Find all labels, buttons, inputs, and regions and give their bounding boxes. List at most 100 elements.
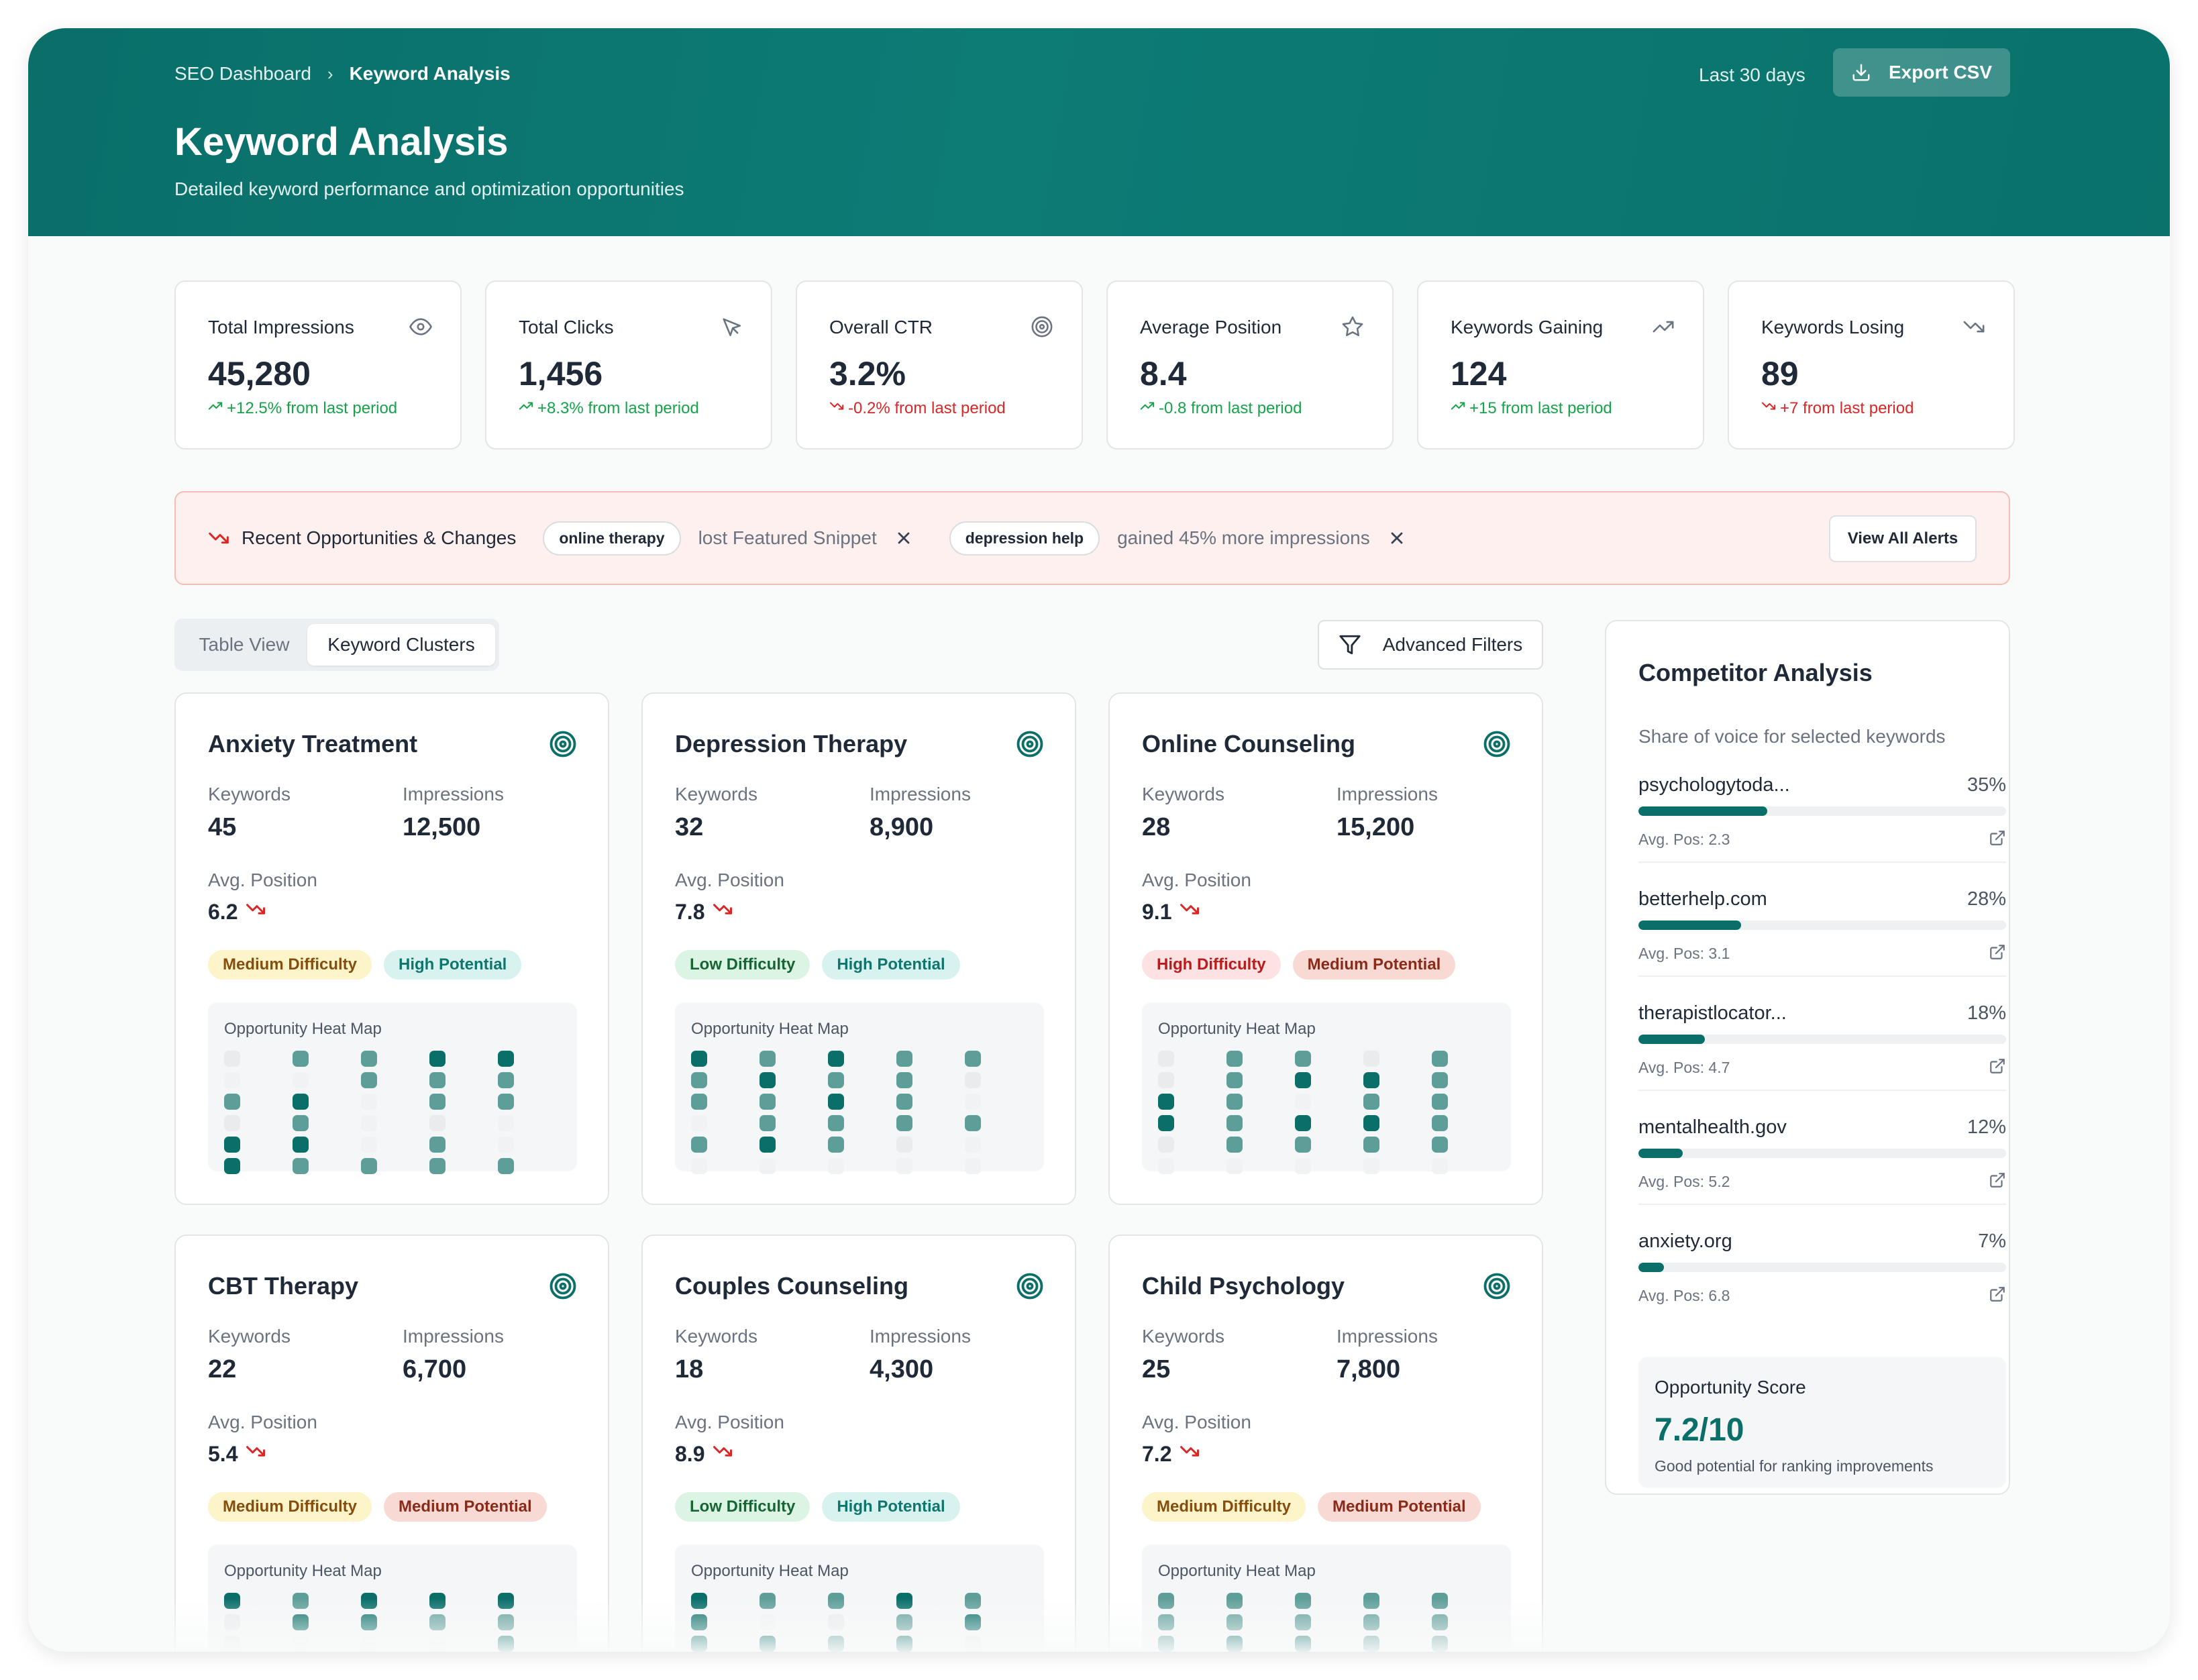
breadcrumb-seo-dashboard[interactable]: SEO Dashboard <box>174 63 311 84</box>
heat-map-cell <box>1295 1137 1311 1153</box>
heat-map-cell <box>1158 1115 1174 1131</box>
heat-map-cell <box>1226 1051 1243 1067</box>
heat-map-cell <box>828 1115 844 1131</box>
heat-map-cell <box>224 1094 240 1110</box>
stat-change-text: +7 from last period <box>1780 399 1914 417</box>
competitor-avg-position: Avg. Pos: 2.3 <box>1638 831 1730 849</box>
competitor-name: betterhelp.com <box>1638 888 1767 910</box>
target-icon <box>549 1272 577 1300</box>
stat-change-text: +8.3% from last period <box>537 399 699 417</box>
trending-up-icon <box>1652 315 1675 338</box>
close-icon[interactable] <box>1388 529 1406 547</box>
heat-map-cell <box>429 1137 446 1153</box>
share-bar-fill <box>1638 806 1767 816</box>
view-all-alerts-button[interactable]: View All Alerts <box>1829 515 1977 562</box>
heat-map-cell <box>293 1094 309 1110</box>
cluster-card[interactable]: Child Psychology Keywords 25 Impressions 7,8… <box>1108 1235 1543 1652</box>
date-range-label[interactable]: Last 30 days <box>1699 64 1805 85</box>
row-divider <box>1638 976 2006 977</box>
external-link-icon[interactable] <box>1989 829 2006 847</box>
heat-map-cell <box>1363 1158 1379 1174</box>
heat-map-cell <box>1226 1137 1243 1153</box>
advanced-filters-label: Advanced Filters <box>1382 634 1523 655</box>
cluster-name: Online Counseling <box>1142 730 1356 757</box>
bottom-fade <box>28 1598 2170 1652</box>
cluster-card[interactable]: CBT Therapy Keywords 22 Impressions 6,700 Avg… <box>174 1235 609 1652</box>
stat-card: Keywords Gaining 124 +15 from last period <box>1417 280 1704 450</box>
avg-position-number: 7.8 <box>675 899 705 924</box>
avg-pos-prefix: Avg. Pos: <box>1638 945 1709 962</box>
trending-down-icon <box>1180 1441 1200 1467</box>
stat-change: +15 from last period <box>1451 399 1612 418</box>
opportunity-heat-map: Opportunity Heat Map <box>1142 1002 1511 1174</box>
heat-map-cell <box>293 1115 309 1131</box>
alert-keyword-pill[interactable]: online therapy <box>543 521 681 556</box>
target-icon <box>1031 315 1053 338</box>
alert-keyword-pill[interactable]: depression help <box>949 521 1100 556</box>
avg-position-label: Avg. Position <box>208 1412 317 1432</box>
stat-change: +8.3% from last period <box>519 399 699 418</box>
trending-down-icon <box>1180 899 1200 925</box>
close-icon[interactable] <box>894 529 913 547</box>
external-link-icon[interactable] <box>1989 1285 2006 1303</box>
tab-keyword-clusters[interactable]: Keyword Clusters <box>307 624 495 666</box>
competitor-avg-position: Avg. Pos: 6.8 <box>1638 1287 1730 1305</box>
cluster-card[interactable]: Depression Therapy Keywords 32 Impressions 8… <box>641 692 1076 1205</box>
heat-map-cell <box>1295 1094 1311 1110</box>
cluster-card[interactable]: Anxiety Treatment Keywords 45 Impressions 12… <box>174 692 609 1205</box>
stat-change: +12.5% from last period <box>208 399 397 418</box>
advanced-filters-button[interactable]: Advanced Filters <box>1318 620 1543 670</box>
target-icon <box>549 730 577 758</box>
heat-map-cell <box>691 1158 707 1174</box>
impressions-label: Impressions <box>1337 784 1438 804</box>
keywords-label: Keywords <box>675 784 757 804</box>
cluster-card[interactable]: Online Counseling Keywords 28 Impressions 15… <box>1108 692 1543 1205</box>
share-bar-fill <box>1638 921 1742 930</box>
stat-label: Total Impressions <box>208 317 354 337</box>
row-divider <box>1638 1090 2006 1091</box>
competitor-name: anxiety.org <box>1638 1230 1732 1252</box>
tab-table-view[interactable]: Table View <box>199 634 290 655</box>
heat-map-cell <box>1295 1115 1311 1131</box>
keywords-value: 25 <box>1142 1355 1171 1383</box>
heat-map-cell <box>293 1137 309 1153</box>
external-link-icon[interactable] <box>1989 1171 2006 1189</box>
alerts-title: Recent Opportunities & Changes <box>242 527 517 548</box>
heat-map-cell <box>691 1115 707 1131</box>
avg-position-value: 7.2 <box>1142 1441 1200 1467</box>
trending-down-icon <box>713 899 733 925</box>
heat-map-cell <box>429 1115 446 1131</box>
keywords-label: Keywords <box>1142 1326 1224 1347</box>
heat-map-cell <box>293 1158 309 1174</box>
heat-map-cell <box>1363 1051 1379 1067</box>
difficulty-badge: Low Difficulty <box>675 950 810 980</box>
avg-pos-value: 6.8 <box>1708 1287 1730 1304</box>
heat-map-cell <box>1432 1137 1448 1153</box>
breadcrumb-current: Keyword Analysis <box>349 63 511 84</box>
difficulty-badge: Medium Difficulty <box>208 950 372 980</box>
competitor-row: therapistlocator... 18% Avg. Pos: 4.7 <box>1638 1002 2006 1116</box>
row-divider <box>1638 861 2006 863</box>
heat-map-cell <box>1158 1072 1174 1088</box>
cluster-card[interactable]: Couples Counseling Keywords 18 Impressions 4… <box>641 1235 1076 1652</box>
avg-position-value: 6.2 <box>208 899 266 925</box>
keywords-value: 22 <box>208 1355 237 1383</box>
stat-label: Average Position <box>1140 317 1282 337</box>
export-csv-button[interactable]: Export CSV <box>1833 48 2010 97</box>
heat-map-cell <box>965 1158 981 1174</box>
avg-position-value: 8.9 <box>675 1441 733 1467</box>
chevron-right-icon: › <box>327 63 333 84</box>
avg-pos-value: 5.2 <box>1708 1173 1730 1190</box>
stat-card: Total Impressions 45,280 +12.5% from last … <box>174 280 462 450</box>
external-link-icon[interactable] <box>1989 1057 2006 1075</box>
heat-map-label: Opportunity Heat Map <box>1158 1020 1316 1038</box>
avg-position-label: Avg. Position <box>208 870 317 890</box>
stat-change: +7 from last period <box>1761 399 1914 418</box>
trending-down-icon <box>713 1441 733 1467</box>
difficulty-badge: Low Difficulty <box>675 1492 810 1522</box>
potential-badge: Medium Potential <box>1292 950 1456 980</box>
external-link-icon[interactable] <box>1989 943 2006 961</box>
heat-map-cell <box>1158 1158 1174 1174</box>
stat-card: Overall CTR 3.2% -0.2% from last period <box>796 280 1083 450</box>
impressions-label: Impressions <box>870 1326 971 1347</box>
